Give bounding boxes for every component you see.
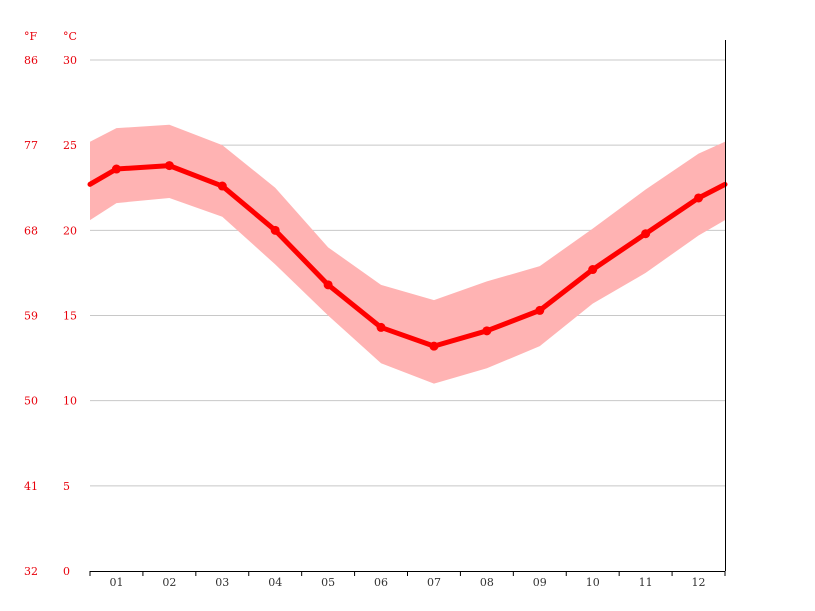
y-tick-fahrenheit: 41 [24, 480, 38, 493]
band-layer [90, 124, 725, 384]
line-layer [87, 161, 728, 351]
data-point [111, 164, 121, 174]
average-temperature-line [87, 163, 728, 349]
x-tick-label: 07 [427, 576, 441, 589]
y-tick-celsius: 0 [63, 565, 70, 578]
y-tick-celsius: 20 [63, 224, 77, 237]
data-point [641, 229, 651, 239]
x-tick-label: 03 [215, 576, 229, 589]
x-tick-label: 08 [480, 576, 494, 589]
y-tick-celsius: 15 [63, 310, 77, 323]
y-tick-fahrenheit: 77 [24, 139, 38, 152]
x-tick-label: 12 [692, 576, 706, 589]
data-point [535, 305, 545, 315]
y-tick-celsius: 30 [63, 54, 77, 67]
data-point [323, 280, 333, 290]
x-tick-label: 06 [374, 576, 388, 589]
x-tick-label: 11 [639, 576, 653, 589]
data-point [217, 181, 227, 191]
temperature-range-band [90, 124, 725, 384]
x-tick-label: 02 [162, 576, 176, 589]
axis-layer: 0 32 5 41 10 50 15 59 20 68 25 77 30 86 01 02 03 04 05 06 07… [24, 40, 726, 589]
x-tick-label: 04 [268, 576, 282, 589]
x-tick-label: 09 [533, 576, 547, 589]
data-point [164, 161, 174, 171]
unit-celsius-label: °C [63, 30, 77, 43]
y-tick-fahrenheit: 59 [24, 310, 38, 323]
y-tick-celsius: 25 [63, 139, 77, 152]
y-tick-celsius: 5 [63, 480, 70, 493]
y-tick-fahrenheit: 32 [24, 565, 38, 578]
data-point [588, 265, 598, 275]
data-point [376, 322, 386, 332]
unit-fahrenheit-label: °F [24, 30, 38, 43]
y-tick-fahrenheit: 50 [24, 395, 38, 408]
x-tick-label: 05 [321, 576, 335, 589]
data-point [270, 225, 280, 235]
data-point [429, 341, 439, 351]
x-tick-label: 10 [586, 576, 600, 589]
y-tick-celsius: 10 [63, 395, 77, 408]
x-tick-label: 01 [109, 576, 123, 589]
y-tick-fahrenheit: 68 [24, 224, 38, 237]
data-point [482, 326, 492, 336]
y-tick-fahrenheit: 86 [24, 54, 38, 67]
data-point [694, 193, 704, 203]
